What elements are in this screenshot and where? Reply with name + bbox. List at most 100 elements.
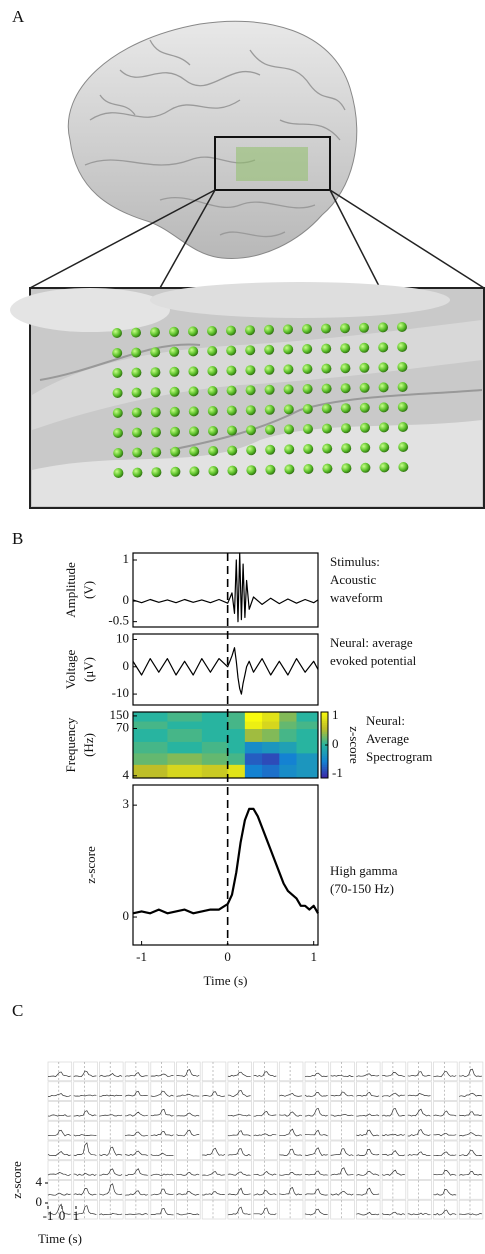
- electrode: [378, 362, 389, 373]
- mini-cell: [407, 1160, 432, 1180]
- y-tick-label: -10: [112, 685, 129, 700]
- mini-cell: [458, 1120, 484, 1141]
- mini-cell: [176, 1199, 201, 1220]
- electrode: [264, 344, 275, 355]
- mini-trace: [227, 1089, 251, 1097]
- mini-trace: [125, 1111, 148, 1117]
- electrode: [226, 385, 237, 396]
- electrode: [245, 325, 255, 336]
- x-tick-label: 1: [73, 1208, 80, 1223]
- electrode: [398, 442, 409, 452]
- electrode: [398, 462, 409, 472]
- electrode: [303, 424, 313, 434]
- mini-trace: [407, 1071, 431, 1077]
- mini-trace: [176, 1190, 200, 1196]
- electrode: [207, 326, 217, 336]
- electrode: [207, 386, 218, 396]
- mini-trace: [304, 1188, 328, 1196]
- mini-cell: [176, 1101, 201, 1121]
- heatmap-cell: [201, 728, 229, 742]
- annotation: Acoustic: [330, 572, 376, 587]
- electrode: [170, 466, 181, 477]
- electrode: [340, 383, 351, 394]
- y-axis-label: (μV): [81, 657, 96, 682]
- electrode: [265, 444, 276, 455]
- mini-cell: [253, 1180, 278, 1200]
- mini-trace: [227, 1113, 251, 1117]
- mini-trace: [433, 1110, 457, 1117]
- colorbar-segment: [321, 718, 328, 722]
- mini-cell: [227, 1081, 252, 1101]
- mini-cell: [381, 1120, 407, 1141]
- mini-cell: [253, 1199, 278, 1220]
- electrode: [169, 406, 180, 417]
- mini-cell: [304, 1160, 330, 1180]
- heatmap-cell: [296, 764, 319, 779]
- electrode: [207, 346, 218, 356]
- mini-trace: [459, 1213, 482, 1216]
- electrode: [169, 386, 180, 397]
- mini-cell: [99, 1101, 124, 1121]
- electrode: [245, 365, 256, 376]
- electrode: [246, 425, 256, 436]
- mini-cell: [330, 1199, 355, 1220]
- y-tick-label: 1: [123, 551, 130, 566]
- mini-trace: [253, 1133, 277, 1137]
- electrode: [360, 462, 371, 473]
- mini-trace: [125, 1190, 148, 1196]
- mini-cell: [458, 1140, 484, 1161]
- electrode: [226, 345, 237, 356]
- mini-trace: [407, 1108, 431, 1117]
- colorbar-segment: [321, 745, 328, 748]
- mini-trace: [381, 1107, 405, 1117]
- mini-cell: [73, 1120, 98, 1141]
- electrode: [245, 385, 256, 396]
- mini-trace: [433, 1170, 457, 1176]
- mini-trace: [382, 1150, 405, 1157]
- mini-cell: [304, 1180, 330, 1200]
- heatmap-cell: [167, 721, 203, 729]
- mini-trace: [356, 1113, 380, 1117]
- mini-trace: [150, 1152, 174, 1157]
- mini-trace: [459, 1092, 482, 1097]
- heatmap-cell: [279, 728, 297, 742]
- mini-cell: [73, 1160, 98, 1180]
- mini-cell: [458, 1180, 484, 1200]
- mini-cell: [73, 1180, 98, 1200]
- electrode: [264, 404, 275, 415]
- y-tick-label: 150: [110, 707, 130, 722]
- electrode: [264, 324, 274, 335]
- electrode: [340, 403, 351, 414]
- y-tick-label: 0: [36, 1194, 43, 1209]
- mini-trace: [356, 1148, 380, 1157]
- heatmap-cell: [227, 721, 246, 729]
- mini-cell: [356, 1140, 381, 1161]
- electrode: [340, 363, 351, 374]
- y-axis-label: (Hz): [81, 733, 96, 757]
- electrode: [113, 468, 124, 478]
- mini-trace: [202, 1147, 226, 1156]
- mini-trace: [253, 1207, 277, 1216]
- mini-trace: [330, 1091, 354, 1097]
- mini-trace: [433, 1209, 457, 1216]
- mini-trace: [304, 1208, 328, 1216]
- mini-cell: [201, 1120, 227, 1141]
- mini-trace: [150, 1073, 174, 1077]
- mini-trace: [330, 1114, 354, 1117]
- y-axis-label: z-score: [9, 1161, 24, 1199]
- electrode: [265, 424, 275, 435]
- electrode: [151, 427, 161, 438]
- mini-cell: [124, 1081, 150, 1101]
- mini-cell: [433, 1081, 458, 1101]
- colorbar-segment: [321, 712, 328, 715]
- colorbar-segment: [321, 764, 328, 768]
- heatmap-cell: [244, 764, 263, 779]
- heatmap-cell: [279, 752, 297, 765]
- mini-trace: [99, 1073, 123, 1077]
- electrode: [132, 447, 143, 458]
- mini-trace: [150, 1090, 174, 1097]
- heatmap-cell: [296, 721, 319, 729]
- electrode: [321, 383, 332, 394]
- mini-trace: [176, 1213, 200, 1216]
- electrode: [379, 442, 390, 453]
